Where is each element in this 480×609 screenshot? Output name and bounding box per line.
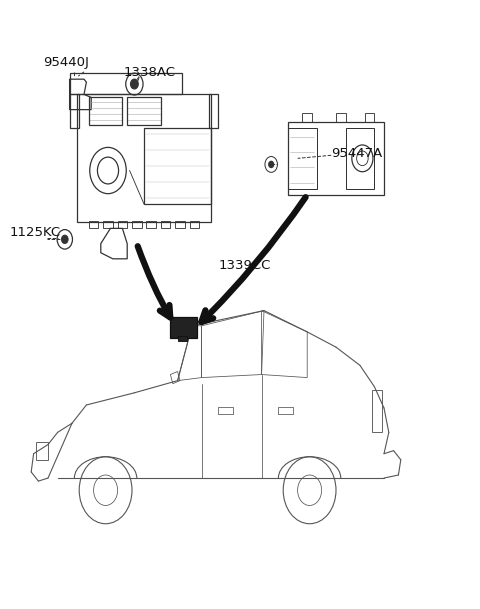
Bar: [36, 442, 48, 460]
Circle shape: [269, 161, 274, 167]
Bar: [132, 221, 142, 228]
Bar: [190, 221, 199, 228]
Circle shape: [131, 79, 138, 89]
Bar: [288, 122, 384, 195]
Bar: [118, 221, 127, 228]
Bar: [103, 221, 113, 228]
Bar: [170, 317, 197, 338]
Text: 1339CC: 1339CC: [218, 259, 271, 272]
Text: 95440J: 95440J: [43, 56, 89, 69]
Bar: [175, 221, 185, 228]
Bar: [178, 336, 187, 341]
Bar: [89, 221, 98, 228]
Bar: [365, 113, 374, 122]
Bar: [144, 128, 211, 204]
Bar: [372, 390, 382, 432]
Bar: [346, 128, 374, 189]
Text: 1125KC: 1125KC: [10, 227, 61, 239]
Bar: [161, 221, 170, 228]
Text: 95447A: 95447A: [331, 147, 383, 160]
Bar: [278, 407, 293, 414]
Text: 1338AC: 1338AC: [124, 66, 176, 79]
Bar: [336, 113, 346, 122]
Bar: [89, 97, 122, 125]
Bar: [288, 128, 317, 189]
Bar: [127, 97, 161, 125]
Circle shape: [61, 235, 68, 244]
Bar: [218, 407, 233, 414]
Bar: [302, 113, 312, 122]
Bar: [146, 221, 156, 228]
